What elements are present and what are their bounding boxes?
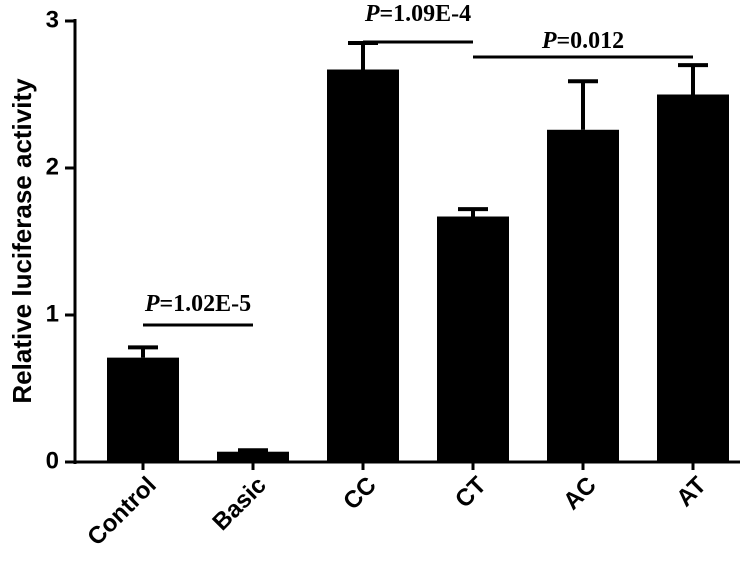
- annotation-italic: P: [541, 28, 557, 54]
- bar: [547, 129, 619, 462]
- bar: [327, 69, 399, 462]
- x-tick-label: CT: [450, 471, 492, 513]
- annotation-italic: P: [144, 291, 160, 317]
- y-tick-label: 3: [46, 6, 59, 33]
- annotation: P=0.012: [541, 28, 624, 54]
- y-tick-label: 2: [46, 153, 59, 180]
- y-tick-label: 1: [46, 300, 59, 327]
- annotation-text: =1.09E-4: [379, 1, 471, 27]
- bar: [217, 451, 289, 462]
- annotation-text: =1.02E-5: [159, 291, 251, 317]
- error-bar: [348, 41, 378, 70]
- error-bar: [568, 79, 598, 130]
- x-tick-label: Basic: [207, 472, 271, 536]
- error-bar: [678, 63, 708, 95]
- annotation: P=1.02E-5: [144, 291, 251, 317]
- bar: [437, 216, 509, 462]
- x-tick-label: AC: [558, 472, 602, 516]
- bar: [657, 94, 729, 462]
- annotation-text: =0.012: [556, 28, 624, 54]
- annotation-italic: P: [364, 1, 380, 27]
- x-tick-label: CC: [338, 472, 382, 516]
- bar: [107, 357, 179, 462]
- y-tick-label: 0: [46, 447, 59, 474]
- x-tick-label: Control: [82, 472, 161, 551]
- error-bar: [238, 448, 268, 453]
- error-bar: [458, 207, 488, 217]
- annotation: P=1.09E-4: [364, 1, 471, 27]
- error-bar: [128, 345, 158, 358]
- y-axis-label: Relative luciferase activity: [7, 78, 37, 404]
- x-tick-label: AT: [671, 471, 712, 512]
